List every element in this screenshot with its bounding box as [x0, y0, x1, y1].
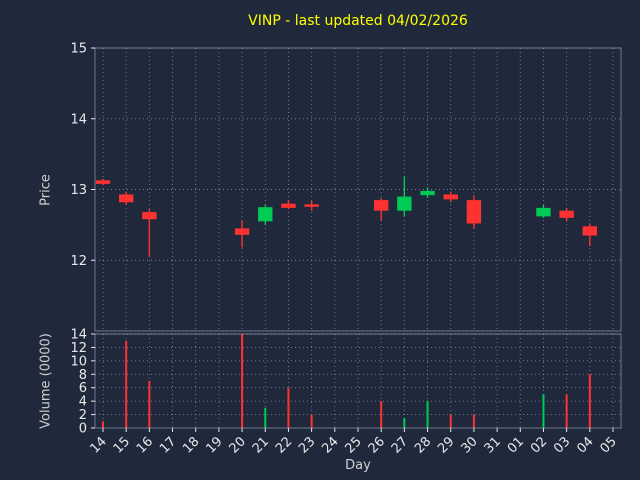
svg-text:0: 0	[79, 422, 87, 437]
svg-text:29: 29	[435, 434, 457, 456]
svg-text:12: 12	[70, 254, 87, 269]
svg-text:20: 20	[227, 434, 249, 456]
svg-text:28: 28	[412, 434, 434, 456]
svg-text:30: 30	[458, 434, 480, 456]
svg-text:14: 14	[88, 434, 110, 456]
svg-text:18: 18	[180, 434, 202, 456]
svg-text:26: 26	[366, 434, 388, 456]
svg-text:25: 25	[343, 434, 365, 456]
svg-text:16: 16	[134, 434, 156, 456]
svg-text:2: 2	[79, 408, 87, 423]
svg-text:13: 13	[70, 183, 87, 198]
svg-text:17: 17	[157, 434, 179, 456]
svg-text:6: 6	[79, 381, 87, 396]
svg-text:05: 05	[598, 434, 620, 456]
x-axis-label: Day	[345, 458, 371, 473]
svg-text:19: 19	[203, 434, 225, 456]
svg-text:01: 01	[505, 434, 527, 456]
svg-text:22: 22	[273, 434, 295, 456]
svg-text:15: 15	[70, 42, 87, 57]
svg-text:14: 14	[70, 328, 87, 343]
chart-title: VINP - last updated 04/02/2026	[248, 13, 468, 29]
svg-text:31: 31	[482, 434, 504, 456]
svg-text:12: 12	[70, 341, 87, 356]
svg-text:10: 10	[70, 354, 87, 369]
svg-text:4: 4	[79, 395, 87, 410]
svg-text:24: 24	[319, 434, 341, 456]
svg-text:03: 03	[551, 434, 573, 456]
svg-text:21: 21	[250, 434, 272, 456]
svg-text:15: 15	[111, 434, 133, 456]
svg-text:23: 23	[296, 434, 318, 456]
svg-text:04: 04	[574, 434, 596, 456]
svg-text:8: 8	[79, 368, 87, 383]
svg-text:02: 02	[528, 434, 550, 456]
svg-text:14: 14	[70, 112, 87, 127]
svg-text:27: 27	[389, 434, 411, 456]
